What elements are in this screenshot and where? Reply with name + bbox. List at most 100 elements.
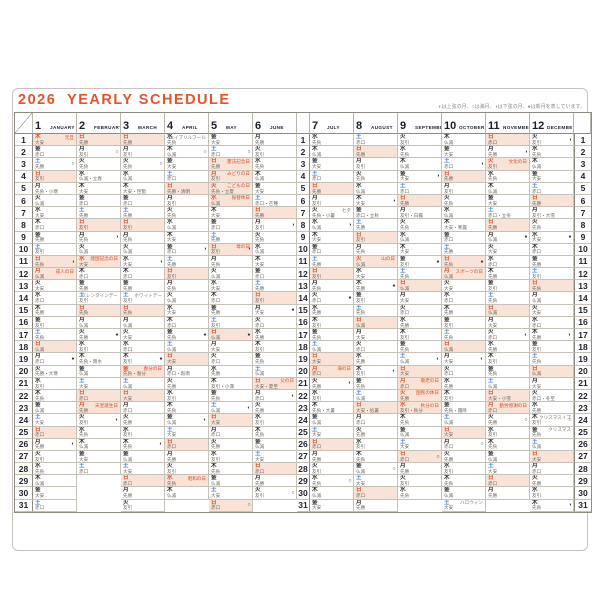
weekday-label: 金 xyxy=(312,158,318,165)
day-cell-9-27: 日赤口 ○ xyxy=(398,450,442,464)
rokuyo-label: 赤口 xyxy=(444,298,454,304)
weekday-label: 日 xyxy=(312,353,318,360)
day-cell-2-27: 金大安 xyxy=(77,450,121,464)
rokuyo-label: 仏滅 xyxy=(167,493,177,499)
rokuyo-label: 仏滅 xyxy=(444,420,454,426)
rokuyo-label: 赤口 xyxy=(444,164,454,170)
day-cell-5-10: 日友引 母の日 ◑ xyxy=(209,243,253,256)
weekday-label: 月 xyxy=(400,377,406,384)
row-number: 2 xyxy=(297,146,310,159)
day-cell-12-28: 月赤口 xyxy=(530,463,574,476)
rokuyo-label: 先勝 xyxy=(211,444,221,450)
weekday-label: 金 xyxy=(211,304,217,311)
day-cell-2-7: 土先勝 xyxy=(77,207,121,220)
moon-phase-icon: ○ xyxy=(524,417,528,423)
day-cell-3-28: 土大安 xyxy=(121,463,165,476)
day-cell-5-14: 木赤口 xyxy=(209,292,253,305)
rokuyo-label: 友引 xyxy=(35,176,45,182)
weekday-label: 金 xyxy=(211,389,217,396)
weekday-label: 金 xyxy=(400,255,406,262)
rokuyo-label: 大安 xyxy=(532,456,542,462)
rokuyo-label: 先勝 xyxy=(488,493,498,499)
rokuyo-label: 友引 xyxy=(400,261,410,267)
weekday-label: 土 xyxy=(123,207,129,214)
day-cell-8-5: 水仏滅 xyxy=(354,182,398,195)
rokuyo-label: 大安・啓蟄 xyxy=(123,188,146,194)
weekday-label: 水 xyxy=(35,463,41,470)
day-cell-1-11: 日先負 ◑ xyxy=(33,255,77,269)
day-cell-1-1: 木大安 元旦 xyxy=(33,134,77,147)
rokuyo-label: 赤口 xyxy=(123,346,133,352)
weekday-label: 火 xyxy=(255,316,261,323)
rokuyo-label: 先負 xyxy=(79,310,89,316)
day-cell-9-7: 月友引・白露 xyxy=(398,207,442,220)
weekday-label: 月 xyxy=(488,146,494,153)
day-cell-1-13: 火大安 xyxy=(33,280,77,293)
day-cell-8-6: 木大安 ◑ xyxy=(354,194,398,208)
day-cell-5-28: 木先負 xyxy=(209,463,253,476)
weekday-label: 土 xyxy=(35,329,41,335)
day-cell-7-19: 日大安 xyxy=(310,353,354,366)
moon-phase-icon: ● xyxy=(159,356,163,363)
rokuyo-label: 先負 xyxy=(167,286,177,292)
day-cell-8-21: 金先負 xyxy=(354,377,398,390)
day-cell-12-29: 火先勝 xyxy=(530,475,574,488)
day-cell-10-16: 金友引 xyxy=(442,316,486,329)
month-header-august: 8 AUGUST xyxy=(354,113,398,134)
weekday-label: 金 xyxy=(312,243,318,250)
day-cell-1-12: 月仏滅 成人の日 xyxy=(33,268,77,281)
day-cell-10-24: 土仏滅 xyxy=(442,414,486,427)
rokuyo-label: 赤口 xyxy=(400,188,410,194)
rokuyo-label: 先勝 xyxy=(532,261,542,267)
weekday-label: 土 xyxy=(167,255,173,262)
rokuyo-label: 友引 xyxy=(35,322,45,328)
weekday-label: 火 xyxy=(488,243,494,250)
weekday-label: 火 xyxy=(312,207,318,214)
day-cell-8-11: 火仏滅 山の日 xyxy=(354,255,398,269)
weekday-label: 水 xyxy=(312,389,318,396)
rokuyo-label: 赤口 xyxy=(312,371,322,377)
rokuyo-label: 先勝・大寒 xyxy=(35,371,58,377)
rokuyo-label: 先勝 xyxy=(79,334,89,340)
day-cell-3-21: 土仏滅 xyxy=(121,377,165,390)
rokuyo-label: 先負 xyxy=(123,444,133,450)
rokuyo-label: 先勝 xyxy=(211,164,221,170)
moon-phase-icon: ● xyxy=(247,331,251,338)
rokuyo-label: 先勝 xyxy=(312,261,322,267)
event-label: 国民の休日 xyxy=(416,390,439,396)
day-cell-8-27: 木先負 xyxy=(354,450,398,464)
moon-phase-icon: ○ xyxy=(115,148,119,155)
row-number: 26 xyxy=(574,438,591,451)
rokuyo-label: 先勝 xyxy=(356,432,366,438)
row-number: 10 xyxy=(15,243,33,256)
weekday-label: 日 xyxy=(211,499,217,506)
row-number: 5 xyxy=(574,182,591,195)
row-number: 6 xyxy=(15,194,33,208)
day-cell-9-15: 火赤口 xyxy=(398,304,442,317)
weekday-label: 金 xyxy=(211,134,217,140)
day-cell-1-9: 金先勝 xyxy=(33,231,77,244)
weekday-label: 水 xyxy=(532,146,538,153)
day-cell-2-17: 火先勝 ● xyxy=(77,329,121,342)
moon-phase-icon: ◐ xyxy=(291,392,295,399)
weekday-label: 日 xyxy=(444,170,450,177)
weekday-label: 月 xyxy=(255,475,261,482)
day-cell-4-24: 金仏滅 ◐ xyxy=(165,414,209,427)
rokuyo-label: 友引 xyxy=(312,200,322,206)
day-cell-2-20: 金仏滅 xyxy=(77,365,121,378)
rokuyo-label: 友引 xyxy=(444,188,454,194)
weekday-label: 土 xyxy=(123,377,129,384)
day-cell-10-25: 日大安 xyxy=(442,426,486,439)
event-label: 秋分の日 xyxy=(420,402,439,408)
row-number: 7 xyxy=(15,207,33,220)
row-number: 9 xyxy=(574,231,591,244)
day-cell-8-10: 月先負 xyxy=(354,243,398,256)
weekday-label: 木 xyxy=(444,134,450,140)
day-cell-8-24: 月赤口 xyxy=(354,414,398,427)
day-cell-4-27: 月先勝 xyxy=(165,450,209,464)
moon-phase-icon: ● xyxy=(480,258,484,265)
rokuyo-label: 友引・秋分 xyxy=(400,407,423,413)
day-cell-12-12: 土友引 xyxy=(530,268,574,281)
day-cell-3-20: 金先負・春分 春分の日 xyxy=(121,365,165,378)
weekday-label: 水 xyxy=(35,292,41,299)
